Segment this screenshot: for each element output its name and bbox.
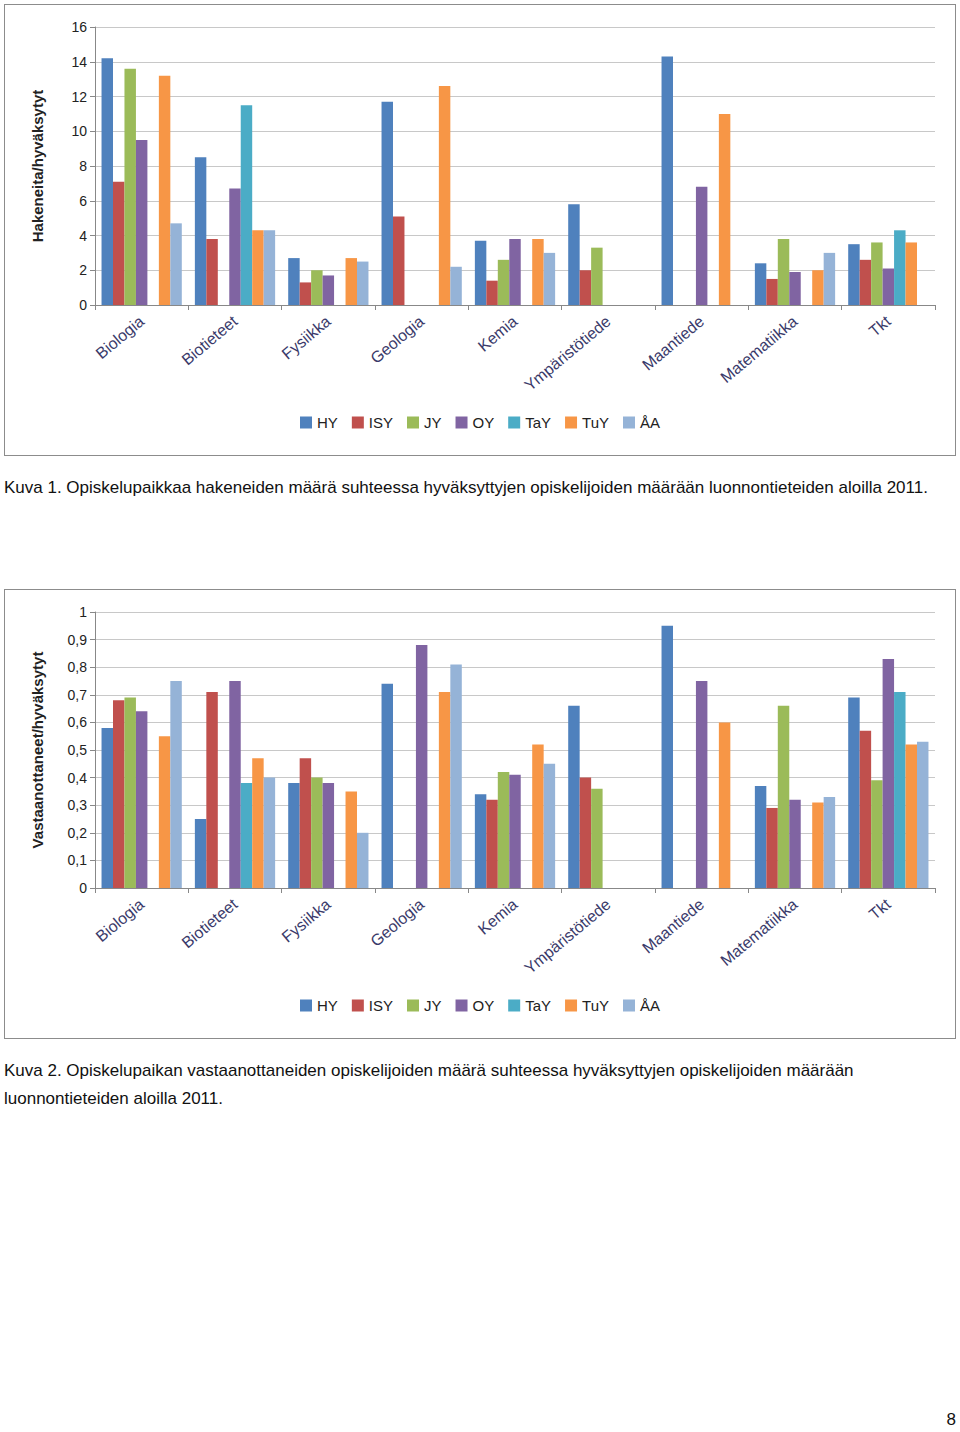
svg-text:0,1: 0,1 — [68, 852, 88, 868]
svg-text:Geologia: Geologia — [367, 312, 427, 366]
svg-text:0,4: 0,4 — [68, 770, 88, 786]
svg-text:0: 0 — [79, 880, 87, 896]
svg-text:4: 4 — [79, 228, 87, 244]
svg-text:JY: JY — [424, 997, 442, 1014]
svg-text:Fysiikka: Fysiikka — [279, 895, 334, 945]
html-text:8: 8 — [946, 1410, 956, 1429]
svg-text:ÅA: ÅA — [640, 997, 660, 1014]
svg-text:10: 10 — [71, 123, 87, 139]
svg-text:ISY: ISY — [369, 414, 393, 431]
svg-text:Biologia: Biologia — [93, 312, 148, 362]
svg-text:TuY: TuY — [582, 997, 609, 1014]
svg-text:JY: JY — [424, 414, 442, 431]
svg-text:6: 6 — [79, 193, 87, 209]
svg-text:0,3: 0,3 — [68, 797, 88, 813]
svg-text:Hakeneita/hyväksytyt: Hakeneita/hyväksytyt — [29, 90, 46, 243]
svg-text:0,6: 0,6 — [68, 714, 88, 730]
svg-text:0: 0 — [79, 297, 87, 313]
svg-text:1: 1 — [79, 604, 87, 620]
svg-text:0,8: 0,8 — [68, 659, 88, 675]
svg-text:0,9: 0,9 — [68, 632, 88, 648]
svg-text:Matematiikka: Matematiikka — [717, 895, 800, 969]
svg-text:OY: OY — [473, 414, 495, 431]
svg-text:Biologia: Biologia — [93, 895, 148, 945]
svg-text:TuY: TuY — [582, 414, 609, 431]
svg-text:12: 12 — [71, 89, 87, 105]
svg-text:Kemia: Kemia — [475, 895, 521, 937]
svg-text:TaY: TaY — [525, 414, 551, 431]
svg-text:Kemia: Kemia — [475, 312, 521, 354]
svg-text:Tkt: Tkt — [866, 312, 894, 340]
svg-text:Biotieteet: Biotieteet — [178, 312, 240, 368]
svg-text:OY: OY — [473, 997, 495, 1014]
svg-text:14: 14 — [71, 54, 87, 70]
svg-text:Vastaanottaneet/hyväksytyt: Vastaanottaneet/hyväksytyt — [29, 652, 46, 849]
svg-text:TaY: TaY — [525, 997, 551, 1014]
svg-text:HY: HY — [317, 414, 338, 431]
svg-text:0,5: 0,5 — [68, 742, 88, 758]
svg-text:Ympäristötiede: Ympäristötiede — [521, 895, 614, 977]
svg-text:ÅA: ÅA — [640, 414, 660, 431]
svg-text:ISY: ISY — [369, 997, 393, 1014]
svg-text:Biotieteet: Biotieteet — [178, 895, 240, 951]
svg-text:Fysiikka: Fysiikka — [279, 312, 334, 362]
html-text:Kuva 2. Opiskelupaikan vastaan: Kuva 2. Opiskelupaikan vastaanottaneiden… — [4, 1061, 854, 1108]
svg-text:0,7: 0,7 — [68, 687, 88, 703]
svg-text:0,2: 0,2 — [68, 825, 88, 841]
svg-text:16: 16 — [71, 19, 87, 35]
svg-text:Tkt: Tkt — [866, 895, 894, 923]
svg-text:2: 2 — [79, 262, 87, 278]
svg-text:8: 8 — [79, 158, 87, 174]
svg-text:Maantiede: Maantiede — [639, 312, 707, 373]
svg-text:Matematiikka: Matematiikka — [717, 312, 800, 386]
svg-text:HY: HY — [317, 997, 338, 1014]
svg-text:Maantiede: Maantiede — [639, 895, 707, 956]
svg-text:Geologia: Geologia — [367, 895, 427, 949]
svg-text:Ympäristötiede: Ympäristötiede — [521, 312, 614, 394]
html-text:Kuva 1. Opiskelupaikkaa hakene: Kuva 1. Opiskelupaikkaa hakeneiden määrä… — [4, 478, 928, 497]
